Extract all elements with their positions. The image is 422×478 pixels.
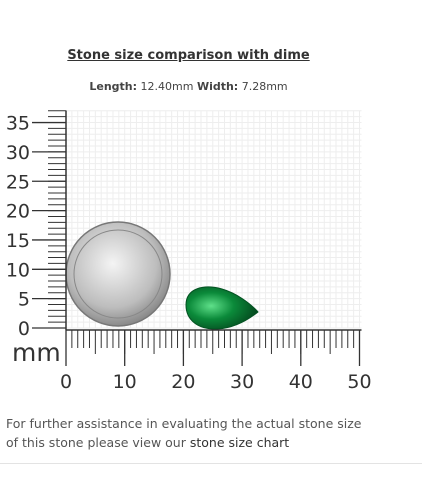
x-tick-label: 20 [171,371,195,393]
y-tick-label: 0 [18,318,30,340]
emerald [185,286,259,330]
y-tick-label: 10 [6,259,30,281]
x-tick-label: 0 [60,371,72,393]
length-label: Length: [89,80,138,93]
separator [0,463,422,464]
x-tick-label: 40 [289,371,313,393]
ruler: mm 0 5 10 15 20 25 30 35 0 10 20 30 40 50 [6,110,372,393]
dime [65,221,171,327]
width-label: Width: [196,80,239,93]
title: Stone size comparison with dime [67,48,310,63]
y-tick-label: 35 [6,113,30,135]
x-tick-label: 10 [113,371,137,393]
footer: For further assistance in evaluating the… [6,414,376,452]
y-tick-label: 15 [6,230,30,252]
y-tick-label: 5 [18,289,30,311]
x-tick-label: 50 [347,371,371,393]
dimensions: Length: 12.40mm Width: 7.28mm [0,80,377,93]
dime-rim [73,229,163,319]
x-tick-label: 30 [230,371,254,393]
y-tick-label: 30 [6,142,30,164]
length-value: 12.40mm [140,80,194,93]
y-tick-label: 20 [6,201,30,223]
size-chart-link[interactable]: stone size chart [189,435,290,450]
unit-label: mm [12,338,61,367]
footer-text: For further assistance in evaluating the… [6,416,362,450]
y-tick-label: 25 [6,171,30,193]
width-value: 7.28mm [241,80,288,93]
